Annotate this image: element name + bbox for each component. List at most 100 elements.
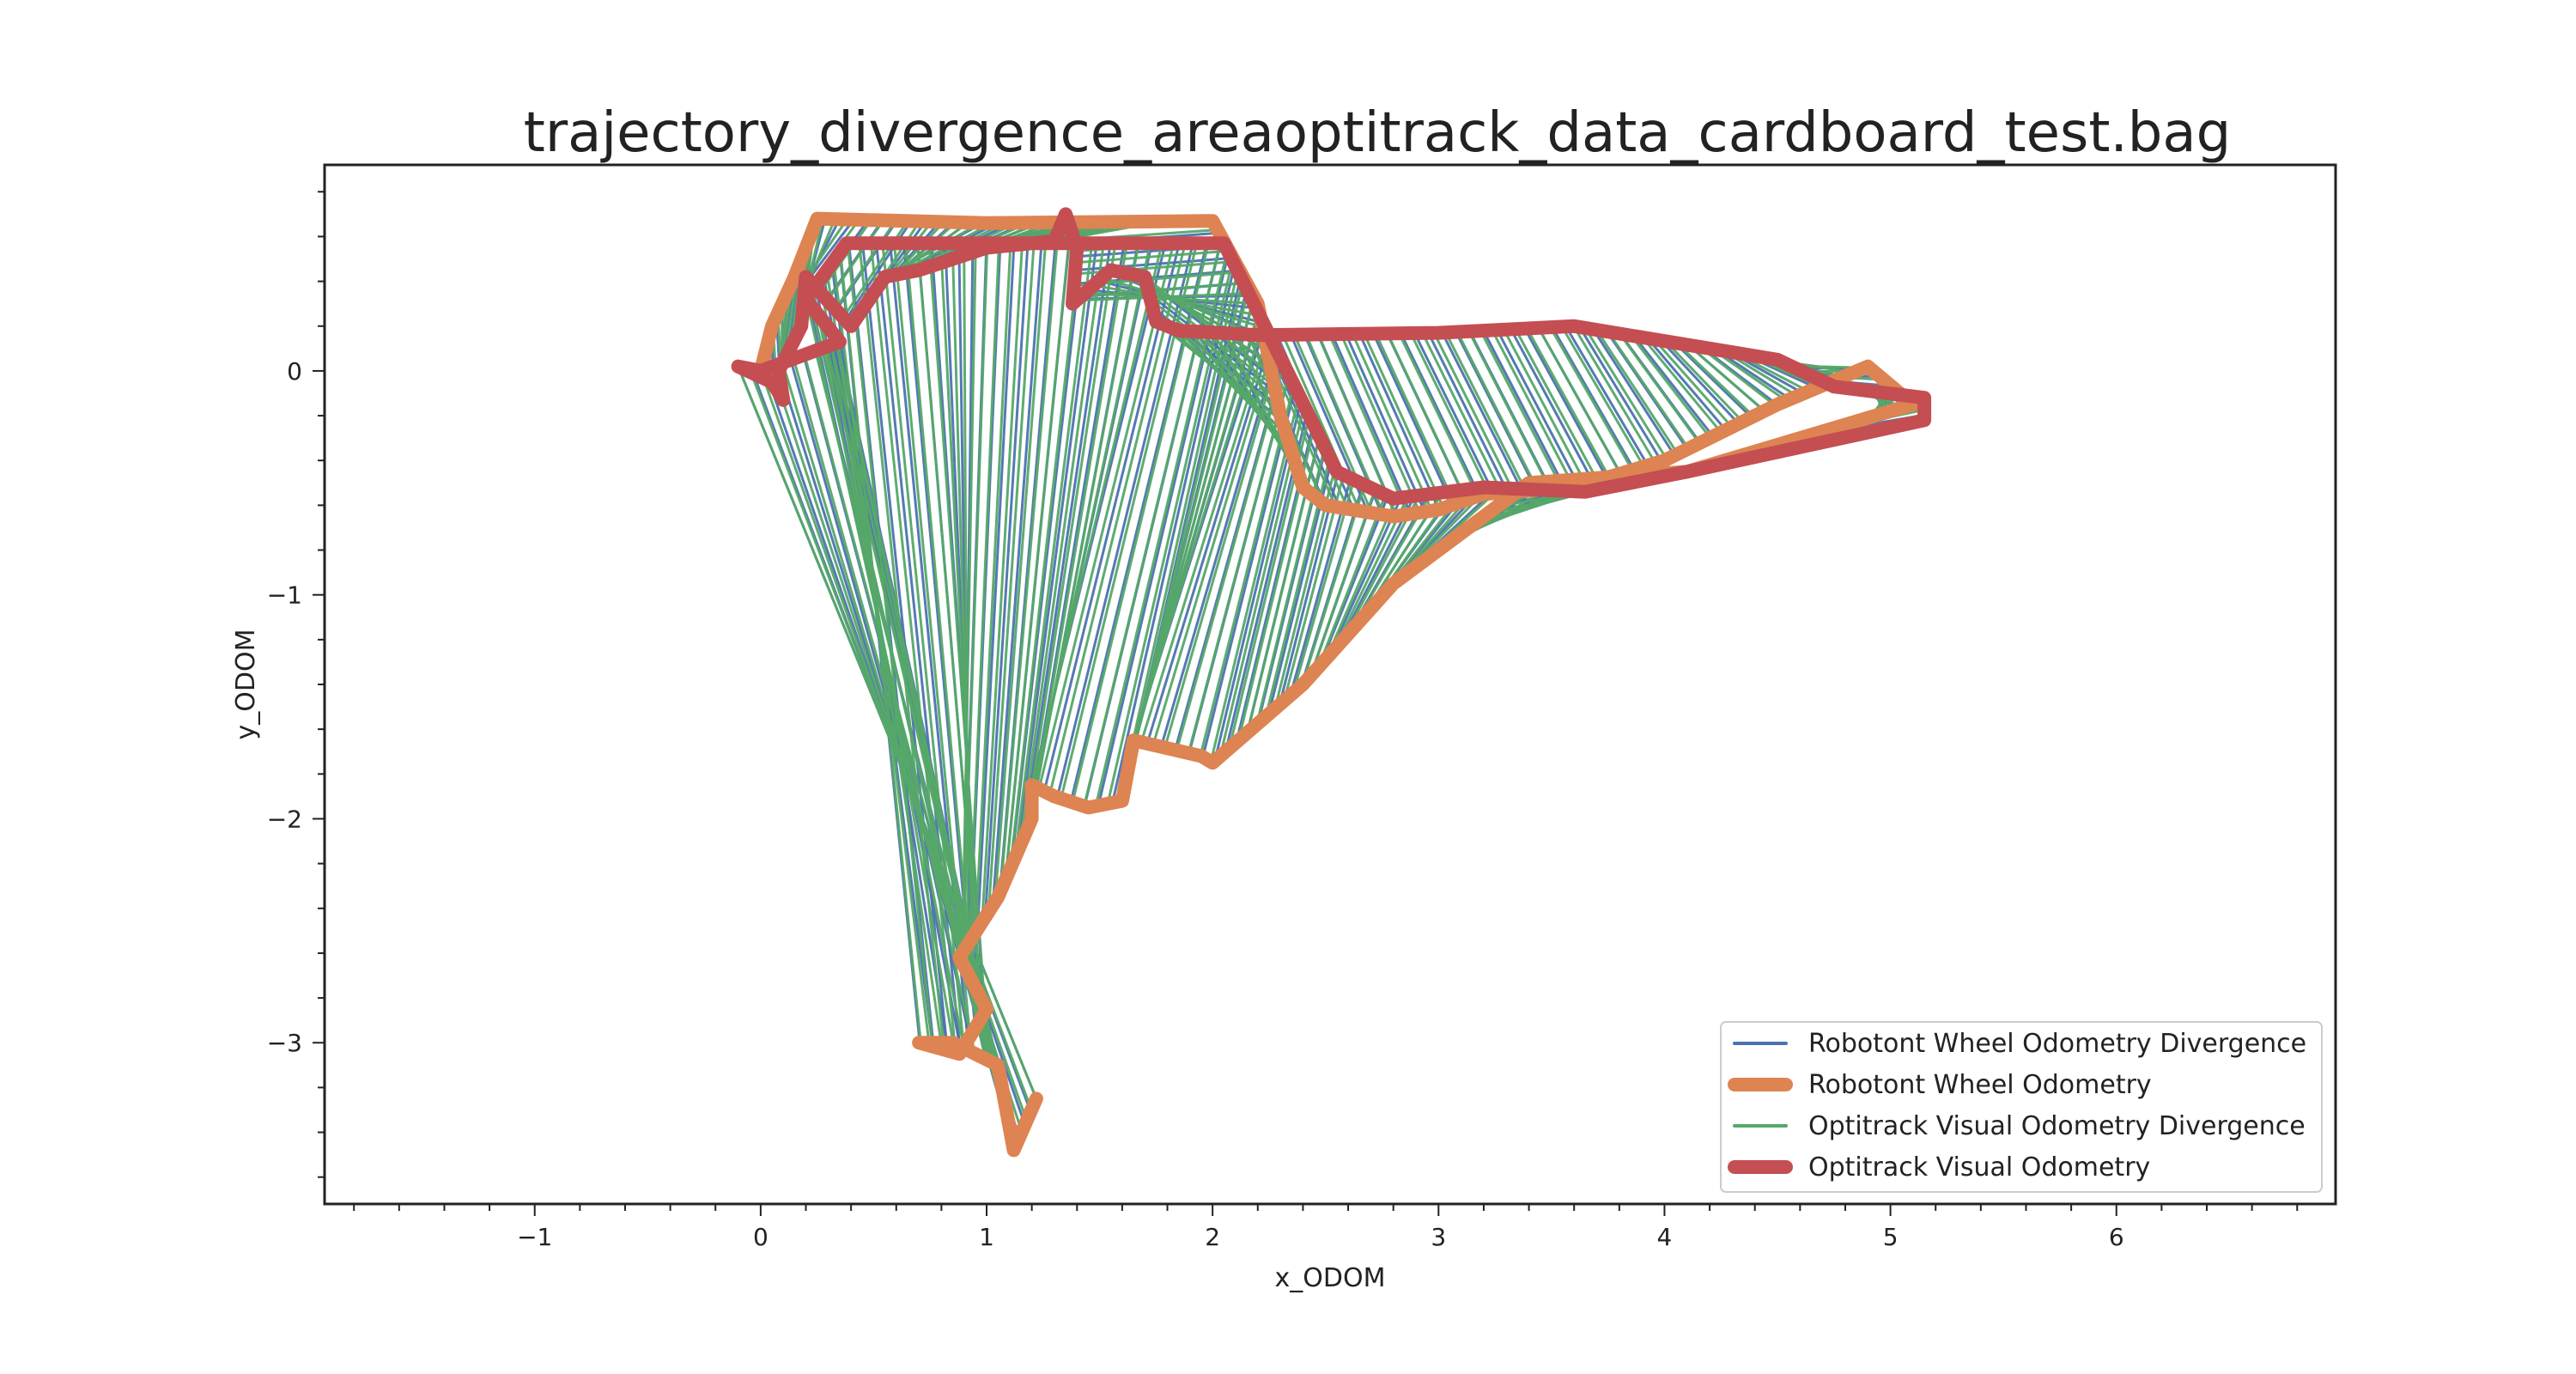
visual-divergence-segment [1094,250,1229,807]
wheel-divergence-segment [1674,342,1753,419]
visual-divergence-segment [1317,494,1387,668]
visual-divergence-segment [1139,332,1270,743]
visual-divergence-segment [1163,353,1280,749]
visual-divergence-segment [1526,327,1611,478]
visual-divergence-segment [939,243,981,995]
wheel-divergence-segment [1510,328,1595,483]
visual-divergence-segment [1514,328,1599,482]
wheel-divergence-segment [1564,325,1649,466]
visual-divergence-segment [1013,243,1094,859]
wheel-divergence-segment [976,243,1016,930]
y-tick-label: −3 [267,1029,302,1057]
wheel-divergence-segment [1213,398,1303,762]
y-tick-label: −2 [267,805,302,833]
visual-odometry-line [731,207,1932,506]
x-tick-label: 3 [1431,1223,1446,1251]
visual-divergence-segment [987,243,1036,913]
visual-divergence-segment [1327,333,1409,515]
visual-divergence-segment [1549,326,1634,471]
visual-divergence-segment [1122,281,1244,793]
visual-divergence-segment [1030,243,1140,814]
legend-label-wheel-odometry: Robotont Wheel Odometry [1808,1070,2152,1100]
visual-divergence-segment [968,243,1000,943]
visual-divergence-segment [1398,332,1479,497]
wheel-divergence-segment [1551,326,1636,471]
visual-divergence-segment [1444,331,1528,492]
wheel-divergence-segment [1632,335,1715,438]
visual-divergence-segment [737,366,1038,1099]
visual-divergence-segment [1037,242,1176,789]
visual-divergence-segment [993,243,1048,903]
visual-divergence-segment [1199,384,1296,757]
visual-divergence-segment [1455,331,1540,491]
visual-divergence-segment [1106,260,1234,805]
wheel-divergence-segment [1646,337,1728,431]
wheel-divergence-segment [1592,328,1676,457]
visual-divergence-segment [1386,332,1468,502]
visual-divergence-segment [927,243,987,1006]
visual-divergence-segment [1641,336,1722,434]
visual-divergence-segment [1340,333,1421,514]
wheel-divergence-segment [1015,243,1098,854]
wheel-divergence-segment [1021,243,1112,842]
visual-divergence-segment [1664,340,1744,423]
wheel-divergence-segment [1319,495,1389,666]
visual-divergence-segment [904,243,978,1027]
wheel-divergence-segment [1042,242,1181,792]
visual-divergence-segment [1316,333,1397,517]
wheel-divergence-segment [1441,331,1524,492]
wheel-divergence-segment [1345,333,1426,513]
legend-label-wheel-divergence: Robotont Wheel Odometry Divergence [1808,1029,2306,1059]
visual-divergence-segment [1008,243,1082,870]
x-tick-label: 6 [2109,1223,2124,1251]
wheel-divergence-segment [807,218,855,281]
visual-divergence-segment [963,243,969,974]
visual-divergence-segment [1479,330,1564,489]
wheel-divergence-segment [1660,339,1740,425]
visual-divergence-segment [1175,363,1285,751]
visual-divergence-segment [961,243,977,964]
visual-divergence-segment [1653,338,1734,429]
visual-divergence-segment [1177,329,1291,446]
visual-divergence-segment [1467,331,1552,490]
visual-divergence-segment [1698,345,1777,407]
wheel-divergence-segment [1159,350,1279,748]
visual-divergence-segment [1537,327,1622,475]
visual-divergence-segment [1583,327,1668,460]
visual-divergence-segment [1421,332,1504,494]
visual-divergence-segment [1491,329,1576,489]
y-tick-label: 0 [287,357,302,386]
visual-divergence-segment [1595,329,1680,455]
visual-divergence-segment [869,243,957,1054]
wheel-divergence-segment [1413,332,1495,495]
visual-divergence-segment [1118,271,1239,802]
visual-divergence-segment [1618,332,1701,444]
x-tick-label: 1 [979,1223,994,1251]
visual-divergence-segment [1023,243,1117,836]
wheel-divergence-segment [1372,332,1454,506]
legend-box [1720,1021,2323,1193]
visual-divergence-segment [1301,484,1366,686]
x-tick-label: 0 [753,1223,769,1251]
visual-divergence-segment [1560,325,1645,468]
wheel-divergence-segment [1523,327,1608,479]
visual-divergence-segment [1209,394,1301,763]
visual-divergence-segment [1151,343,1275,745]
chart-title: trajectory_divergence_areaoptitrack_data… [524,101,2232,165]
visual-divergence-segment [804,218,848,281]
x-tick-label: −1 [517,1223,552,1251]
visual-divergence-segment [1675,342,1755,417]
plot-area [731,207,1932,1158]
visual-divergence-segment [1409,332,1492,495]
visual-divergence-segment [1607,331,1690,450]
x-axis-ticks: −1 0 1 2 3 4 5 6 [353,1204,2299,1251]
wheel-divergence-segment [983,243,1030,918]
visual-divergence-segment [832,260,931,1043]
visual-divergence-segment [999,243,1059,891]
visual-divergence-segment [1363,333,1445,509]
x-axis-label: x_ODOM [1275,1263,1386,1293]
y-axis-ticks: 0 −1 −2 −3 [267,191,325,1178]
wheel-divergence-segment [991,243,1043,906]
visual-divergence-segment [1004,243,1071,880]
